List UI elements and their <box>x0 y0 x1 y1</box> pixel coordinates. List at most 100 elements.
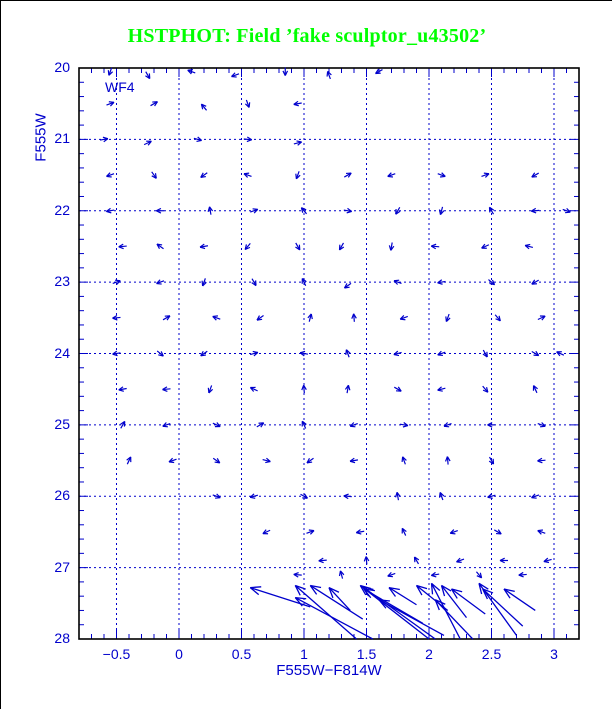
vector-marker <box>364 557 369 565</box>
vector-marker <box>127 457 131 464</box>
vector-marker <box>106 208 114 212</box>
vector-marker <box>152 172 157 179</box>
vector-marker <box>319 558 327 563</box>
vector-marker <box>450 530 458 534</box>
vector-marker <box>519 572 527 577</box>
vector-marker <box>339 571 343 579</box>
vector-marker <box>389 242 393 250</box>
vector-marker <box>344 173 351 177</box>
vector-marker <box>188 70 196 74</box>
vector-marker <box>532 351 539 355</box>
vector-marker <box>538 316 545 320</box>
offset-arrow <box>483 589 523 626</box>
vector-marker <box>156 208 164 213</box>
vector-marker <box>244 173 252 177</box>
vector-marker <box>525 244 533 248</box>
vector-marker <box>208 385 212 393</box>
vector-marker <box>557 352 564 356</box>
vector-marker <box>400 423 408 427</box>
vector-marker <box>106 173 114 177</box>
vector-marker <box>302 385 307 393</box>
vector-marker <box>538 423 546 427</box>
vector-marker <box>346 350 350 358</box>
vector-marker <box>438 173 446 177</box>
vector-marker <box>245 243 250 249</box>
offset-arrow <box>504 589 535 610</box>
vector-marker <box>500 558 508 563</box>
vector-marker <box>151 102 158 106</box>
vector-marker <box>250 209 258 213</box>
vector-marker <box>388 572 396 576</box>
y-tick-label: 23 <box>34 273 70 289</box>
vector-marker <box>456 558 464 562</box>
vector-marker <box>252 279 256 286</box>
x-tick-label: 2.5 <box>470 646 514 662</box>
vector-marker <box>352 314 357 322</box>
vector-marker <box>344 208 352 212</box>
vector-marker <box>488 494 496 498</box>
vector-marker <box>157 351 163 356</box>
vector-marker <box>296 171 300 179</box>
offset-arrow <box>389 588 417 605</box>
vector-marker <box>100 137 108 141</box>
vector-marker <box>213 494 221 498</box>
vector-marker <box>439 207 443 215</box>
vector-marker <box>144 141 151 145</box>
vector-marker <box>438 387 446 391</box>
vector-marker <box>532 280 539 284</box>
vector-marker <box>201 351 208 356</box>
vector-marker <box>295 243 299 250</box>
y-tick-label: 22 <box>34 202 70 218</box>
vector-marker <box>394 351 402 355</box>
x-tick-label: 3 <box>532 646 576 662</box>
x-axis-label: F555W−F814W <box>79 662 579 679</box>
vector-marker <box>388 173 396 177</box>
x-tick-label: 1 <box>282 646 326 662</box>
y-tick-label: 20 <box>34 59 70 75</box>
vector-marker <box>169 458 177 462</box>
vector-marker <box>245 100 249 108</box>
vector-marker <box>300 351 308 355</box>
vector-marker <box>396 492 400 500</box>
vector-marker <box>244 137 252 142</box>
vector-marker <box>350 423 358 427</box>
y-tick-label: 25 <box>34 416 70 432</box>
vector-marker <box>531 208 539 213</box>
vector-marker <box>482 244 489 248</box>
vector-marker <box>345 385 349 393</box>
vector-marker <box>415 557 419 564</box>
vector-marker <box>356 530 364 534</box>
vector-marker <box>156 280 164 284</box>
vector-marker <box>263 458 271 462</box>
offset-vector-markers <box>100 68 570 579</box>
vector-marker <box>294 573 302 578</box>
chip-label-wf4: WF4 <box>105 79 135 95</box>
vector-marker <box>400 315 408 319</box>
vector-marker <box>201 173 208 178</box>
x-tick-label: 1.5 <box>345 646 389 662</box>
vector-marker <box>213 423 220 427</box>
vector-marker <box>440 492 444 500</box>
vector-marker <box>194 137 202 141</box>
vector-marker <box>202 278 206 286</box>
vector-marker <box>532 173 539 177</box>
vector-marker <box>208 207 212 215</box>
vector-marker <box>344 283 351 288</box>
vector-marker <box>533 386 537 393</box>
vector-marker <box>163 387 171 392</box>
vector-marker <box>340 243 344 250</box>
vector-marker <box>544 558 552 562</box>
vector-marker <box>307 458 314 463</box>
grid-lines <box>79 68 579 639</box>
vector-marker <box>257 316 264 321</box>
vector-marker <box>488 423 496 428</box>
vector-marker <box>113 351 121 355</box>
vector-marker <box>476 572 481 578</box>
vector-marker <box>157 244 164 249</box>
vector-marker <box>438 280 446 284</box>
vector-marker <box>394 387 401 391</box>
x-tick-label: 0 <box>157 646 201 662</box>
vector-marker <box>483 350 487 357</box>
